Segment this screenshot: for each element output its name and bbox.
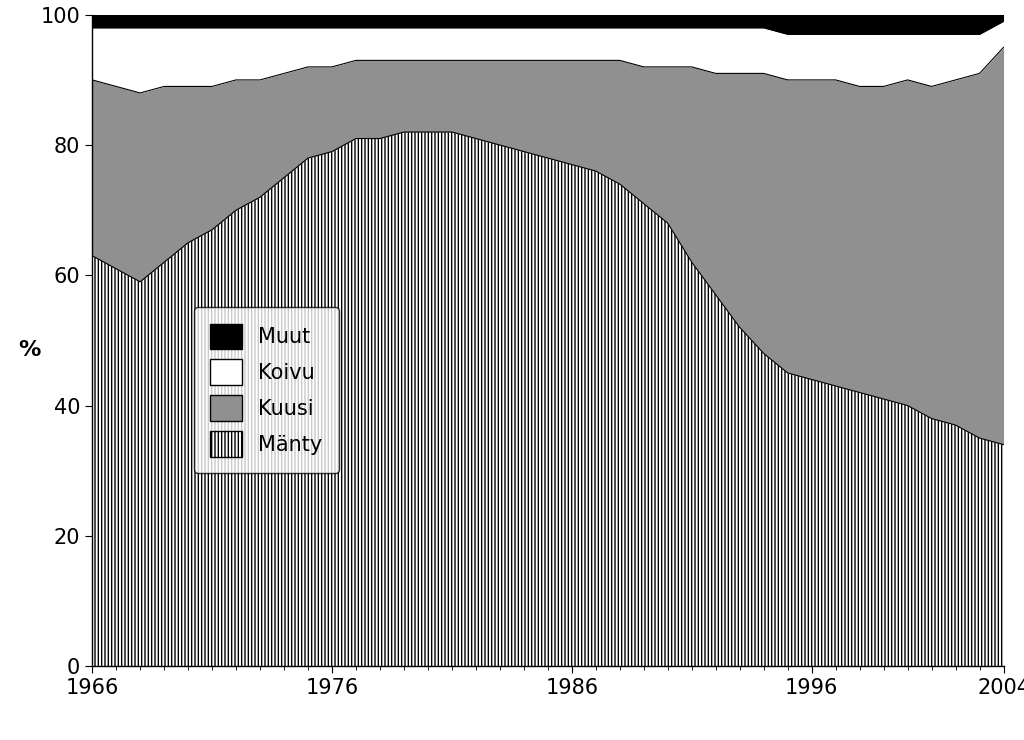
Y-axis label: %: % xyxy=(18,340,41,360)
Legend: Muut, Koivu, Kuusi, Mänty: Muut, Koivu, Kuusi, Mänty xyxy=(194,307,339,474)
